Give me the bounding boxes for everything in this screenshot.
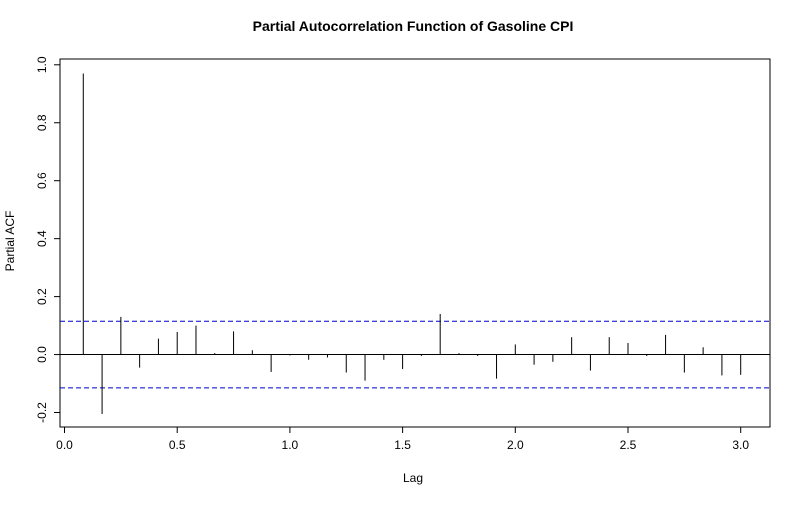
x-tick-label: 3.0 bbox=[732, 438, 749, 452]
plot-area: 0.0 0.5 1.0 1.5 2.0 2.5 3.0 -0.2 0.0 0.2 0.4 0.6 0.8… bbox=[35, 56, 771, 452]
y-tick-label: -0.2 bbox=[35, 402, 49, 423]
x-tick-label: 0.0 bbox=[56, 438, 73, 452]
x-tick-label: 0.5 bbox=[169, 438, 186, 452]
chart-title: Partial Autocorrelation Function of Gaso… bbox=[253, 18, 574, 34]
y-tick-label: 0.0 bbox=[35, 346, 49, 363]
y-tick-label: 1.0 bbox=[35, 56, 49, 73]
x-axis-title: Lag bbox=[403, 471, 423, 485]
y-tick-label: 0.4 bbox=[35, 230, 49, 247]
y-tick-label: 0.2 bbox=[35, 288, 49, 305]
y-tick-label: 0.8 bbox=[35, 114, 49, 131]
x-tick-label: 2.0 bbox=[507, 438, 524, 452]
x-tick-label: 2.5 bbox=[620, 438, 637, 452]
x-tick-label: 1.0 bbox=[282, 438, 299, 452]
y-tick-label: 0.6 bbox=[35, 172, 49, 189]
plot-frame bbox=[59, 58, 771, 428]
y-axis-title: Partial ACF bbox=[3, 211, 17, 272]
x-tick-label: 1.5 bbox=[394, 438, 411, 452]
